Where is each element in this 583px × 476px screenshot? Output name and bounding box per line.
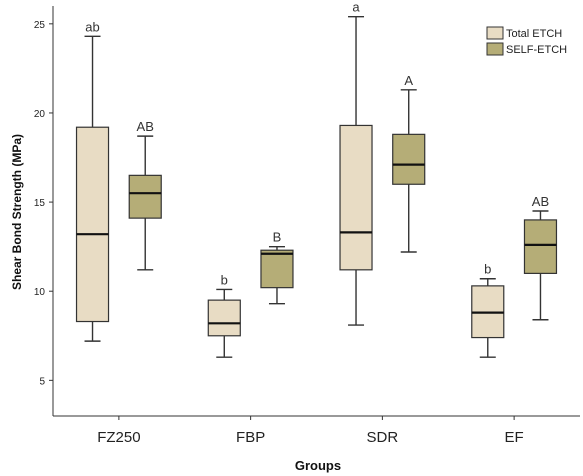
significance-label: b — [221, 272, 228, 287]
legend-label-total-etch: Total ETCH — [506, 28, 562, 40]
iqr-box — [207, 299, 241, 337]
x-tick-label: EF — [505, 429, 524, 446]
significance-label: A — [404, 73, 413, 88]
x-axis-ticks: FZ250 FBP SDR EF — [97, 416, 524, 446]
box-total-etch-sdr: a — [339, 0, 373, 326]
significance-label: ab — [85, 19, 99, 34]
significance-label: b — [484, 262, 491, 277]
legend-swatch-self-etch — [486, 42, 504, 56]
box-self-etch-ef: AB — [523, 194, 558, 321]
significance-label: a — [352, 0, 360, 15]
y-axis-title: Shear Bond Strength (MPa) — [10, 134, 24, 290]
legend-label-self-etch: SELF-ETCH — [506, 44, 567, 56]
iqr-box — [75, 126, 110, 323]
y-tick-label: 15 — [34, 198, 46, 209]
y-tick-label: 20 — [34, 109, 46, 120]
box-total-etch-fbp: b — [207, 272, 241, 358]
iqr-box — [128, 174, 162, 219]
box-total-etch-ef: b — [471, 262, 505, 358]
x-axis-title: Groups — [295, 458, 341, 473]
box-self-etch-sdr: A — [392, 73, 426, 253]
box-self-etch-fz250: AB — [128, 119, 162, 271]
significance-label: AB — [532, 194, 549, 209]
iqr-box — [392, 133, 426, 185]
y-tick-label: 25 — [34, 20, 46, 31]
y-axis-ticks: 5 10 15 20 25 — [34, 20, 53, 387]
legend: Total ETCH SELF-ETCH — [486, 26, 567, 56]
iqr-box — [339, 124, 373, 271]
x-tick-label: SDR — [367, 429, 399, 446]
box-total-etch-fz250: ab — [75, 19, 110, 342]
significance-label: B — [273, 230, 282, 245]
x-tick-label: FBP — [236, 429, 265, 446]
y-tick-label: 10 — [34, 287, 46, 298]
y-tick-label: 5 — [39, 376, 45, 387]
iqr-box — [260, 249, 294, 289]
legend-swatch-total-etch — [486, 26, 504, 40]
significance-label: AB — [137, 119, 154, 134]
x-tick-label: FZ250 — [97, 429, 140, 446]
iqr-box — [523, 219, 558, 274]
box-self-etch-fbp: B — [260, 230, 294, 305]
